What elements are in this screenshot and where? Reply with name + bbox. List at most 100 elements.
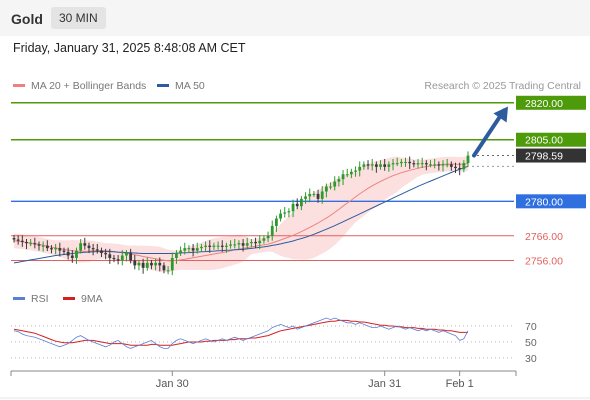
candle-body	[154, 262, 158, 266]
candle-body	[287, 211, 291, 213]
x-tick-label: Jan 31	[368, 378, 401, 390]
candle-body	[449, 164, 453, 167]
candle-body	[95, 249, 99, 251]
candle-body	[237, 243, 241, 245]
candle-body	[70, 255, 74, 258]
candle-body	[100, 250, 103, 254]
rsi-line	[13, 317, 469, 349]
candle-body	[87, 245, 91, 249]
ma20-swatch	[13, 83, 25, 87]
candle-body	[245, 243, 249, 246]
candle-body	[337, 179, 341, 182]
legend-9ma: 9MA	[63, 293, 103, 305]
candle-body	[354, 170, 357, 172]
candle-body	[308, 193, 312, 197]
candle-body	[58, 248, 62, 251]
bollinger-band	[14, 156, 468, 273]
candle-body	[412, 163, 416, 165]
candle-body	[216, 245, 220, 247]
price-tag-label: 2805.00	[525, 135, 563, 147]
candle-body	[125, 253, 128, 256]
candle-body	[262, 238, 266, 241]
legend-ma50: MA 50	[157, 80, 205, 92]
candle-body	[416, 163, 420, 165]
legend-ma20-label: MA 20 + Bollinger Bands	[31, 80, 147, 92]
candle-body	[420, 163, 424, 165]
price-tag-label: 2820.00	[525, 98, 563, 110]
candle-body	[379, 164, 382, 167]
forecast-arrow	[472, 106, 508, 158]
candle-body	[120, 255, 124, 261]
legend-ma20: MA 20 + Bollinger Bands	[13, 80, 146, 92]
candle-body	[112, 257, 116, 260]
candle-body	[37, 244, 41, 246]
candle-body	[466, 155, 470, 164]
price-tag-label: 2780.00	[525, 196, 563, 208]
candle-body	[404, 161, 407, 163]
rsi-tick-label: 70	[525, 321, 537, 333]
candle-body	[16, 239, 20, 241]
ma50-line	[13, 165, 469, 264]
time-axis: Jan 30 Jan 31 Feb 1	[0, 370, 590, 399]
candle-body	[295, 203, 299, 207]
legend-9ma-label: 9MA	[81, 293, 103, 305]
candle-body	[370, 164, 374, 166]
candle-body	[50, 248, 53, 250]
rsi-tick-label: 50	[525, 337, 537, 349]
candle-body	[233, 244, 237, 246]
candle-body	[150, 262, 153, 266]
candle-body	[454, 166, 457, 169]
candle-body	[316, 193, 320, 199]
candle-body	[175, 253, 178, 258]
candle-body	[195, 248, 199, 251]
candle-body	[324, 186, 328, 192]
ma9-line	[13, 319, 468, 346]
candle-body	[62, 250, 66, 252]
candle-body	[399, 161, 403, 164]
ma9-swatch	[63, 296, 75, 300]
candle-body	[129, 253, 133, 261]
candle-body	[275, 218, 278, 226]
candle-body	[341, 174, 345, 180]
candle-body	[283, 212, 287, 214]
candle-body	[20, 240, 24, 242]
candle-body	[145, 262, 149, 268]
candle-body	[358, 166, 362, 171]
top-bar: Gold 30 MIN	[0, 0, 590, 36]
price-tag	[516, 95, 586, 110]
candle-body	[445, 164, 449, 166]
candle-body	[345, 174, 349, 176]
candle-body	[166, 270, 170, 272]
candle-body	[162, 265, 166, 271]
ma20-line	[13, 163, 469, 262]
x-tick-label: Jan 30	[156, 378, 189, 390]
candle-body	[41, 245, 45, 247]
bollinger-band-area	[14, 156, 468, 273]
candle-body	[304, 196, 307, 199]
candle-body	[212, 245, 216, 247]
candle-body	[66, 251, 70, 256]
candle-body	[395, 163, 399, 165]
candle-body	[75, 250, 78, 258]
rsi-panel: 70 50 30	[11, 317, 537, 365]
candle-body	[408, 161, 412, 164]
candle-body	[429, 164, 432, 166]
candle-body	[333, 181, 337, 187]
candle-body	[258, 240, 262, 244]
price-tag-label: 2798.59	[525, 151, 563, 163]
candle-body	[45, 245, 49, 249]
price-tag	[516, 132, 586, 147]
candle-body	[387, 164, 391, 167]
candle-body	[12, 238, 16, 240]
candle-body	[362, 164, 366, 167]
candle-body	[204, 245, 207, 247]
candle-body	[329, 186, 332, 188]
legend-rsi: RSI	[13, 293, 49, 305]
timeframe-button[interactable]: 30 MIN	[51, 7, 106, 29]
candle-body	[191, 248, 195, 251]
candle-body	[433, 164, 437, 166]
candle-body	[374, 164, 378, 167]
candle-body	[241, 243, 245, 246]
moving-averages	[13, 163, 469, 264]
